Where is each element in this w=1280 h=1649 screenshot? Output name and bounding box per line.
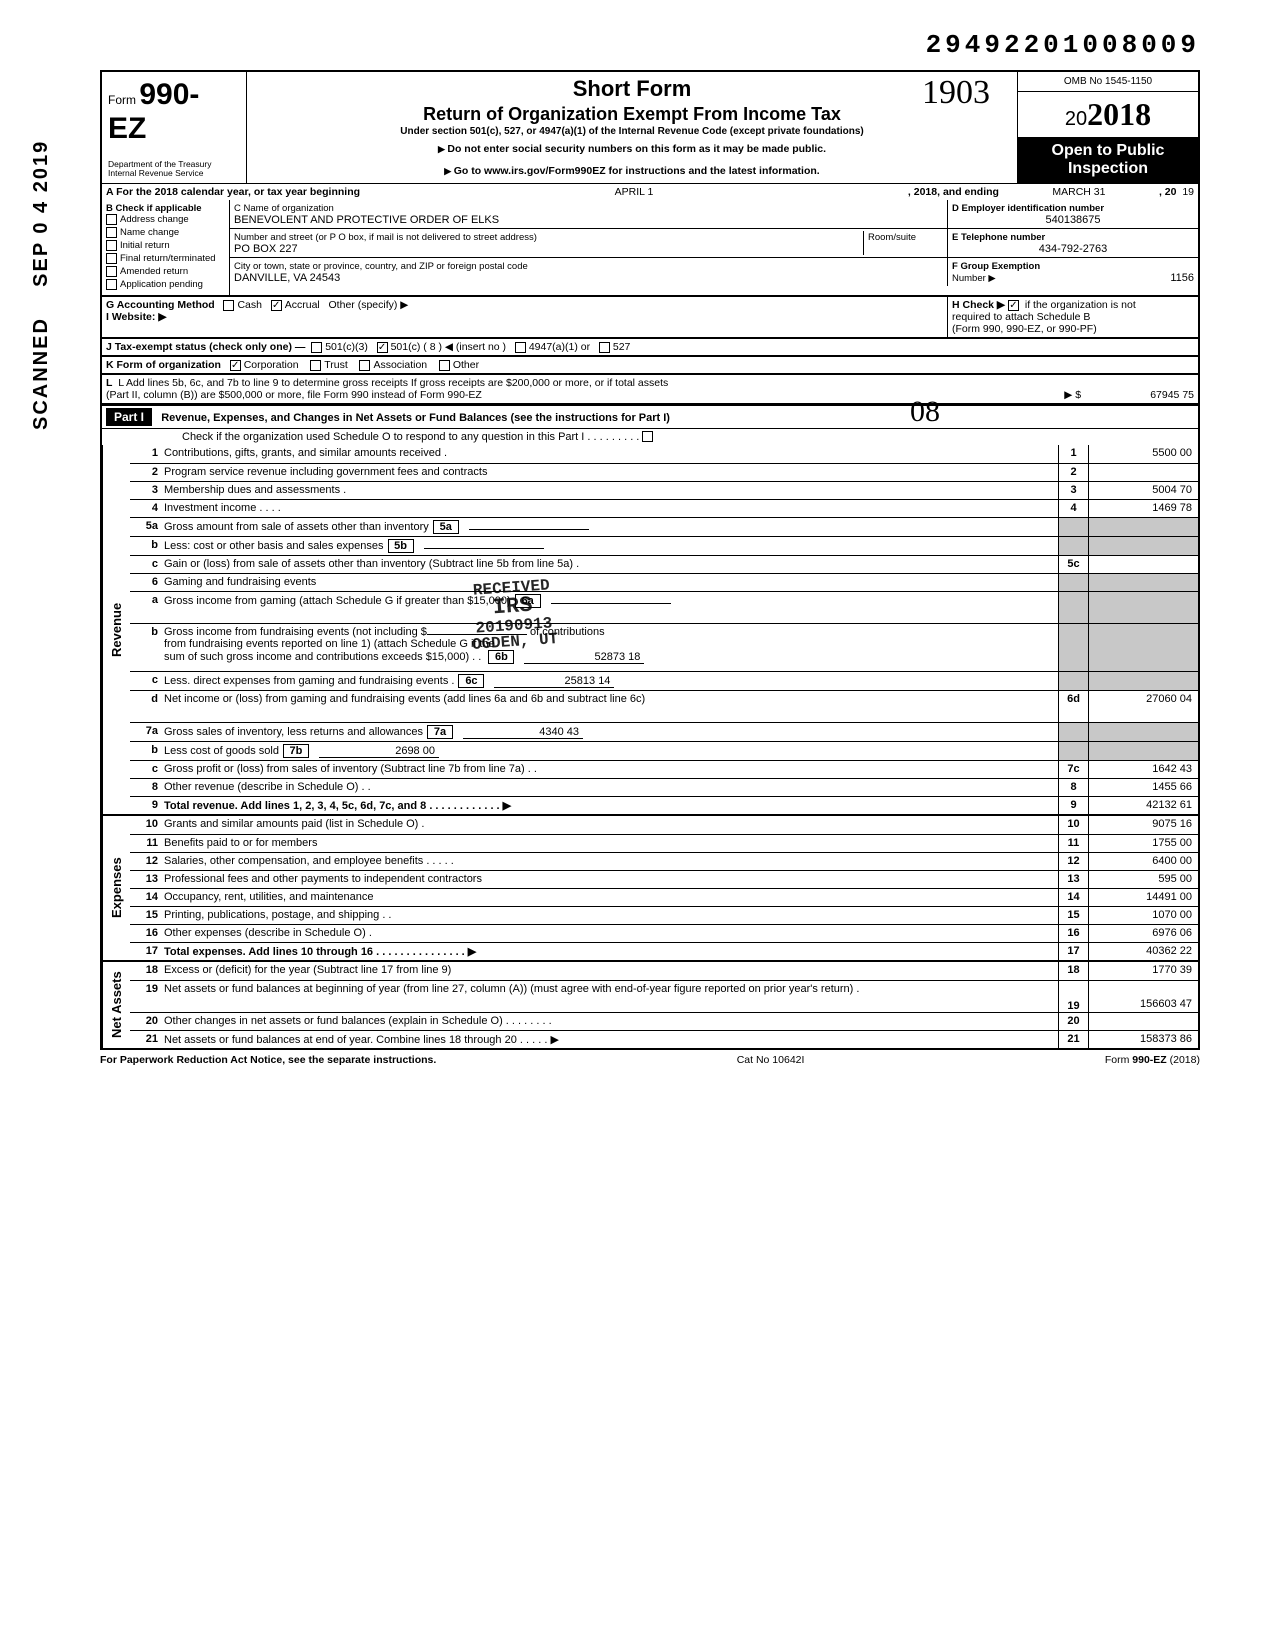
line-5b: bLess: cost or other basis and sales exp… — [130, 536, 1198, 555]
check-final[interactable]: Final return/terminated — [106, 253, 225, 264]
row-a-tax-year: A For the 2018 calendar year, or tax yea… — [100, 183, 1200, 200]
line-8: 8Other revenue (describe in Schedule O) … — [130, 778, 1198, 796]
check-h[interactable] — [1008, 300, 1019, 311]
label-e-phone: E Telephone number — [952, 232, 1045, 243]
side-stamp: SCANNED SEP 0 4 2019 — [30, 140, 53, 430]
form-header: Form 990-EZ Department of the TreasuryIn… — [100, 70, 1200, 183]
g-accounting: G Accounting Method Cash Accrual Other (… — [106, 299, 943, 311]
check-name[interactable]: Name change — [106, 227, 225, 238]
org-name: BENEVOLENT AND PROTECTIVE ORDER OF ELKS — [234, 214, 499, 226]
check-accrual[interactable] — [271, 300, 282, 311]
line-6: 6Gaming and fundraising events — [130, 573, 1198, 591]
label-c-name: C Name of organization — [234, 203, 334, 214]
check-corp[interactable] — [230, 360, 241, 371]
line-13: 13Professional fees and other payments t… — [130, 870, 1198, 888]
expenses-section: Expenses 10Grants and similar amounts pa… — [100, 816, 1200, 962]
check-527[interactable] — [599, 342, 610, 353]
part1-header: Part I Revenue, Expenses, and Changes in… — [100, 405, 1200, 445]
h-schedule-b: H Check ▶ if the organization is not req… — [948, 297, 1198, 337]
line-21: 21Net assets or fund balances at end of … — [130, 1030, 1198, 1048]
tab-expenses: Expenses — [102, 816, 130, 960]
line-19: 19Net assets or fund balances at beginni… — [130, 980, 1198, 1012]
title-return: Return of Organization Exempt From Incom… — [253, 104, 1011, 125]
section-b-checkboxes: B Check if applicable Address change Nam… — [102, 200, 230, 295]
line-6c: cLess. direct expenses from gaming and f… — [130, 671, 1198, 690]
line-9: 9Total revenue. Add lines 1, 2, 3, 4, 5c… — [130, 796, 1198, 814]
label-f-group: F Group Exemption — [952, 261, 1040, 272]
instruction-ssn: Do not enter social security numbers on … — [253, 143, 1011, 155]
line-16: 16Other expenses (describe in Schedule O… — [130, 924, 1198, 942]
line-5c: cGain or (loss) from sale of assets othe… — [130, 555, 1198, 573]
line-6b: b Gross income from fundraising events (… — [130, 623, 1198, 671]
street-value: PO BOX 227 — [234, 243, 298, 255]
label-f-number: Number ▶ — [952, 273, 996, 284]
line-6d: dNet income or (loss) from gaming and fu… — [130, 690, 1198, 722]
check-initial[interactable]: Initial return — [106, 240, 225, 251]
dept-treasury: Department of the TreasuryInternal Reven… — [108, 160, 236, 179]
line-1: 1Contributions, gifts, grants, and simil… — [130, 445, 1198, 463]
tab-netassets: Net Assets — [102, 962, 130, 1048]
handwritten-08: 08 — [910, 395, 940, 429]
line-20: 20Other changes in net assets or fund ba… — [130, 1012, 1198, 1030]
subtitle: Under section 501(c), 527, or 4947(a)(1)… — [253, 126, 1011, 137]
omb-number: OMB No 1545-1150 — [1018, 72, 1198, 92]
check-part1-schedO[interactable] — [642, 431, 653, 442]
line-7b: bLess cost of goods sold7b2698 00 — [130, 741, 1198, 760]
i-website: I Website: ▶ — [106, 311, 943, 323]
org-info-block: B Check if applicable Address change Nam… — [100, 200, 1200, 297]
line-3: 3Membership dues and assessments .35004 … — [130, 481, 1198, 499]
line-12: 12Salaries, other compensation, and empl… — [130, 852, 1198, 870]
tab-revenue: Revenue — [102, 445, 130, 814]
check-cash[interactable] — [223, 300, 234, 311]
check-4947[interactable] — [515, 342, 526, 353]
document-id: 29492201008009 — [100, 30, 1200, 60]
page-footer: For Paperwork Reduction Act Notice, see … — [100, 1050, 1200, 1066]
line-17: 17Total expenses. Add lines 10 through 1… — [130, 942, 1198, 960]
check-trust[interactable] — [310, 360, 321, 371]
line-7a: 7aGross sales of inventory, less returns… — [130, 722, 1198, 741]
check-501c3[interactable] — [311, 342, 322, 353]
gross-receipts-value: 67945 75 — [1084, 389, 1194, 401]
title-short-form: Short Form — [253, 76, 1011, 102]
label-street: Number and street (or P O box, if mail i… — [234, 232, 537, 243]
check-amended[interactable]: Amended return — [106, 266, 225, 277]
check-assoc[interactable] — [359, 360, 370, 371]
line-7c: cGross profit or (loss) from sales of in… — [130, 760, 1198, 778]
row-l: L L Add lines 5b, 6c, and 7b to line 9 t… — [100, 375, 1200, 405]
line-2: 2Program service revenue including gover… — [130, 463, 1198, 481]
line-14: 14Occupancy, rent, utilities, and mainte… — [130, 888, 1198, 906]
line-5a: 5aGross amount from sale of assets other… — [130, 517, 1198, 536]
line-18: 18Excess or (deficit) for the year (Subt… — [130, 962, 1198, 980]
city-value: DANVILLE, VA 24543 — [234, 272, 340, 284]
revenue-section: Revenue 1Contributions, gifts, grants, a… — [100, 445, 1200, 816]
form-number: Form 990-EZ — [108, 78, 236, 146]
check-other-org[interactable] — [439, 360, 450, 371]
line-15: 15Printing, publications, postage, and s… — [130, 906, 1198, 924]
line-11: 11Benefits paid to or for members111755 … — [130, 834, 1198, 852]
handwritten-year: 1903 — [922, 74, 990, 112]
line-4: 4Investment income . . . .41469 78 — [130, 499, 1198, 517]
label-room: Room/suite — [868, 232, 916, 243]
irs-received-stamp: RECEIVED IRS 20190913 OGDEN, UT — [468, 577, 559, 653]
instruction-url: Go to www.irs.gov/Form990EZ for instruct… — [253, 165, 1011, 177]
label-d-ein: D Employer identification number — [952, 203, 1104, 214]
phone-value: 434-792-2763 — [952, 243, 1194, 255]
check-address[interactable]: Address change — [106, 214, 225, 225]
open-to-public: Open to PublicInspection — [1018, 138, 1198, 183]
line-10: 10Grants and similar amounts paid (list … — [130, 816, 1198, 834]
row-k: K Form of organization Corporation Trust… — [100, 357, 1200, 375]
row-j: J Tax-exempt status (check only one) — 5… — [100, 339, 1200, 357]
netassets-section: Net Assets 18Excess or (deficit) for the… — [100, 962, 1200, 1050]
ein-value: 540138675 — [952, 214, 1194, 226]
tax-year: 202018 — [1018, 92, 1198, 138]
check-pending[interactable]: Application pending — [106, 279, 225, 290]
row-g-h: G Accounting Method Cash Accrual Other (… — [100, 297, 1200, 339]
group-exemption-value: 1156 — [1170, 272, 1194, 284]
line-6a: aGross income from gaming (attach Schedu… — [130, 591, 1198, 623]
label-city: City or town, state or province, country… — [234, 261, 528, 272]
check-501c[interactable] — [377, 342, 388, 353]
